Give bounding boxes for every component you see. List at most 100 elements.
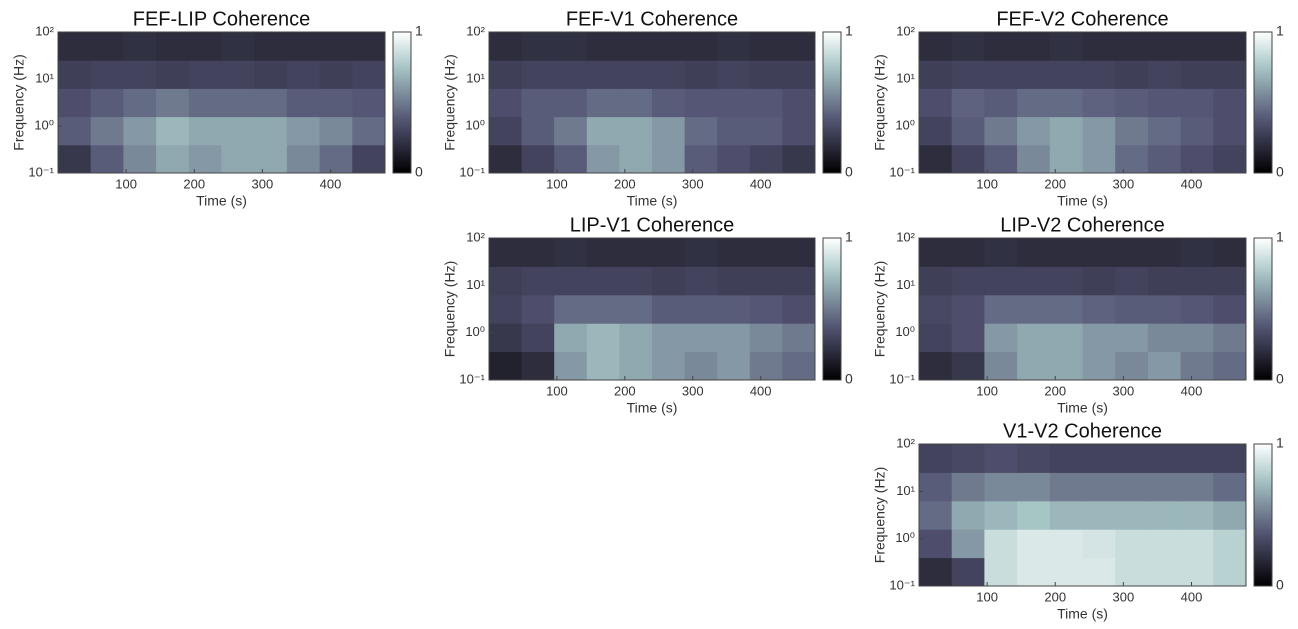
heatmap-cell xyxy=(1213,238,1247,267)
heatmap-cell xyxy=(521,60,555,89)
heatmap-cell xyxy=(1017,116,1051,146)
colorbar-tick-label: 1 xyxy=(845,229,853,245)
heatmap-cell xyxy=(684,116,718,146)
y-tick-label: 10⁻¹ xyxy=(459,371,485,386)
heatmap-cell xyxy=(1017,557,1051,587)
heatmap-cell xyxy=(749,238,783,267)
heatmap-cell xyxy=(717,116,751,146)
heatmap-cell xyxy=(1147,60,1182,89)
heatmap-cell xyxy=(554,294,588,324)
heatmap-cell xyxy=(951,472,985,502)
colorbar-tick-label: 1 xyxy=(845,23,853,39)
heatmap-cell xyxy=(586,144,620,174)
x-axis-label: Time (s) xyxy=(627,193,678,209)
heatmap-cell xyxy=(1115,266,1149,296)
y-tick-label: 10² xyxy=(35,23,54,38)
y-axis-label: Frequency (Hz) xyxy=(11,54,27,150)
colorbar xyxy=(822,31,842,174)
y-axis-label: Frequency (Hz) xyxy=(872,467,888,563)
heatmap-cell xyxy=(1115,144,1149,174)
heatmap-cell xyxy=(619,294,653,324)
heatmap-cell xyxy=(1082,266,1116,296)
x-tick-label: 100 xyxy=(976,383,998,398)
heatmap-cell xyxy=(749,294,783,324)
heatmap-cell xyxy=(1180,238,1214,267)
heatmap-cell xyxy=(1213,116,1247,146)
heatmap-cell xyxy=(1017,60,1051,89)
heatmap-cell xyxy=(919,500,953,530)
heatmap-cell xyxy=(782,32,816,61)
heatmap-cell xyxy=(652,88,686,118)
heatmap-cell xyxy=(1082,238,1116,267)
heatmap-cell xyxy=(90,32,124,61)
heatmap-cell xyxy=(1049,238,1083,267)
heatmap-cell xyxy=(319,88,353,118)
heatmap-cell xyxy=(1017,88,1051,118)
heatmap-cell xyxy=(951,116,985,146)
heatmap-cell xyxy=(684,351,718,381)
y-axis-label: Frequency (Hz) xyxy=(872,54,888,150)
heatmap-cell xyxy=(1017,238,1051,267)
heatmap-cell xyxy=(1180,88,1214,118)
heatmap-cell xyxy=(984,351,1018,381)
heatmap-cell xyxy=(749,32,783,61)
heatmap-cell xyxy=(1147,238,1182,267)
colorbar-tick-label: 1 xyxy=(415,23,423,39)
heatmap-cell xyxy=(554,116,588,146)
heatmap-cell xyxy=(521,88,555,118)
heatmap-cell xyxy=(1147,500,1182,530)
heatmap-cell xyxy=(554,88,588,118)
heatmap-cell xyxy=(1049,144,1083,174)
heatmap-cell xyxy=(1213,32,1247,61)
heatmap-cell xyxy=(521,238,555,267)
heatmap-cell xyxy=(1082,144,1116,174)
heatmap-cell xyxy=(90,88,124,118)
heatmap-cell xyxy=(521,323,555,353)
heatmap-cell xyxy=(717,351,751,381)
heatmap-cell xyxy=(586,116,620,146)
x-tick-label: 300 xyxy=(1113,589,1135,604)
heatmap-cell xyxy=(782,88,816,118)
heatmap-cell xyxy=(586,323,620,353)
heatmap-cell xyxy=(286,88,321,118)
heatmap-cell xyxy=(586,88,620,118)
heatmap-cell xyxy=(1147,116,1182,146)
y-tick-label: 10⁰ xyxy=(465,324,485,339)
heatmap-cell xyxy=(1180,472,1214,502)
y-tick-label: 10⁰ xyxy=(465,117,485,132)
heatmap-cell xyxy=(1213,444,1247,473)
heatmap-cell xyxy=(554,351,588,381)
colorbar-tick-label: 0 xyxy=(845,371,853,387)
heatmap-cell xyxy=(1115,238,1149,267)
heatmap-cell xyxy=(652,351,686,381)
y-tick-label: 10⁰ xyxy=(34,117,54,132)
heatmap-cell xyxy=(1115,60,1149,89)
x-tick-label: 400 xyxy=(1181,589,1203,604)
heatmap-cell xyxy=(951,294,985,324)
heatmap-cell xyxy=(1049,266,1083,296)
heatmap-cell xyxy=(782,351,816,381)
heatmap-cell xyxy=(951,323,985,353)
chart-title: LIP-V2 Coherence xyxy=(1000,214,1165,236)
heatmap-cell xyxy=(1082,529,1116,559)
heatmap-cell xyxy=(782,266,816,296)
heatmap-cell xyxy=(156,116,190,146)
heatmap-cell xyxy=(188,88,222,118)
heatmap-cell xyxy=(984,144,1018,174)
heatmap-cell xyxy=(1180,32,1214,61)
x-tick-label: 300 xyxy=(1113,176,1135,191)
heatmap-cell xyxy=(919,32,953,61)
heatmap-cell xyxy=(919,444,953,473)
heatmap-cell xyxy=(58,116,92,146)
heatmap-cell xyxy=(1017,32,1051,61)
heatmap-cell xyxy=(782,116,816,146)
y-tick-label: 10⁰ xyxy=(895,117,915,132)
heatmap-cell xyxy=(1082,351,1116,381)
x-tick-label: 200 xyxy=(1044,589,1066,604)
heatmap-cell xyxy=(652,60,686,89)
x-tick-label: 200 xyxy=(183,176,205,191)
heatmap-cell xyxy=(1082,116,1116,146)
heatmap-cell xyxy=(1213,266,1247,296)
chart-title: FEF-V1 Coherence xyxy=(566,8,738,30)
heatmap-cell xyxy=(123,32,157,61)
